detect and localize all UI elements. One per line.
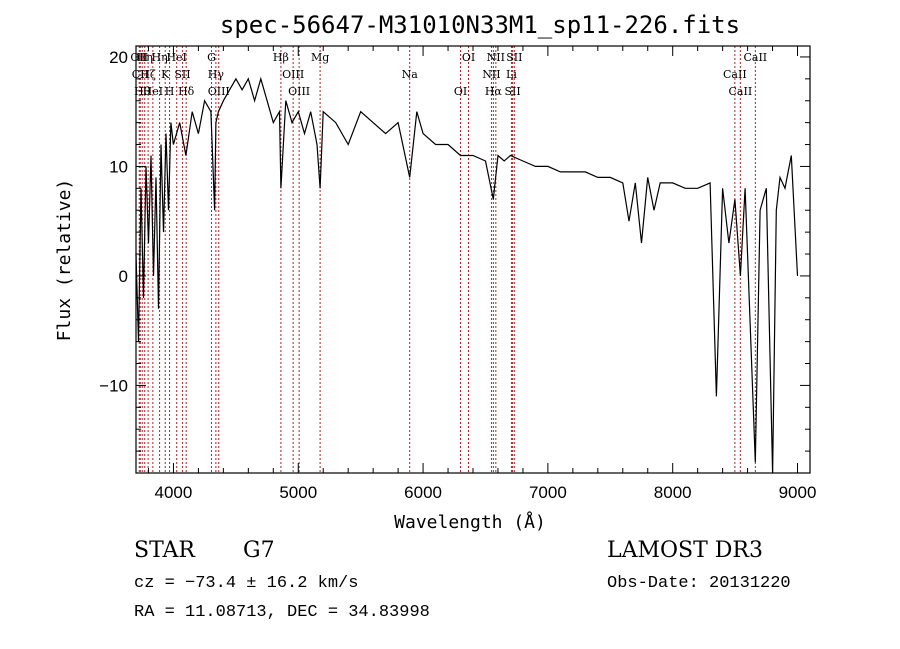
x-tick-label: 5000 [279,483,317,502]
spectral-line-label: CaII [723,68,747,81]
spectral-line-label: SII [174,68,190,81]
spectral-line-label: Hγ [208,68,225,81]
spectral-line-label: Hδ [178,85,195,98]
spectral-line-label: OI [462,51,475,64]
x-tick-label: 7000 [529,483,567,502]
spectral-line-label: H [165,85,175,98]
x-axis-label: Wavelength (Å) [394,511,546,533]
spectral-line-label: SII [506,51,522,64]
spectral-line-label: Hη [151,51,167,64]
spectral-line-label: K [161,68,170,81]
spectral-line-label: Na [402,68,419,81]
y-tick-label: 10 [109,157,128,176]
redshift-velocity: cz = −73.4 ± 16.2 km/s [134,574,359,593]
survey-name: LAMOST DR3 [607,538,763,563]
spectral-line-label: Hη [137,51,153,64]
object-type: STAR [134,538,195,563]
spectral-line-labels: OIICIIHθHηHζHeIHηKHHeISIIHδGHγOIIIHβOIII… [130,51,767,98]
spectral-line-label: NII [487,51,505,64]
x-tick-label: 8000 [654,483,692,502]
spectral-line-label: Mg [311,51,329,64]
y-tick-label: −10 [99,376,128,395]
spectral-line-label: CaII [743,51,767,64]
y-tick-label: 0 [119,267,128,286]
spectral-line-label: Hα [485,85,503,98]
spectral-line-label: OIII [282,68,304,81]
spectral-line-label: HeI [166,51,186,64]
spectral-line-label: OIII [288,85,310,98]
chart-title: spec-56647-M31010N33M1_sp11-226.fits [220,11,740,39]
spectral-line-label: OIII [208,85,230,98]
y-tick-label: 20 [109,48,128,67]
x-tick-label: 9000 [779,483,817,502]
spectral-lines [138,46,756,473]
spectral-line-label: HeI [143,85,163,98]
spectral-line-label: CaII [729,85,753,98]
observation-date: Obs-Date: 20131220 [607,574,791,593]
spectral-line-label: OII [130,51,148,64]
axis-ticks: 4000 5000 6000 7000 8000 9000 −10 0 10 20 [99,46,816,502]
spectral-line-label: SII [504,85,520,98]
spectrum-series [135,76,799,474]
spectral-line-label: G [207,51,216,64]
y-axis-label: Flux (relative) [54,179,75,342]
spectral-line-label: Hζ [140,68,156,81]
spectral-line-label: Hθ [134,85,151,98]
x-tick-label: 6000 [404,483,442,502]
spectral-line-label: Li [506,68,517,81]
object-subclass: G7 [243,538,275,563]
coordinates: RA = 11.08713, DEC = 34.83998 [134,603,430,622]
spectral-line-label: NII [482,68,500,81]
spectral-line-label: OI [454,85,467,98]
plot-frame [135,45,811,474]
spectral-line-label: Hβ [273,51,289,64]
x-tick-label: 4000 [155,483,193,502]
